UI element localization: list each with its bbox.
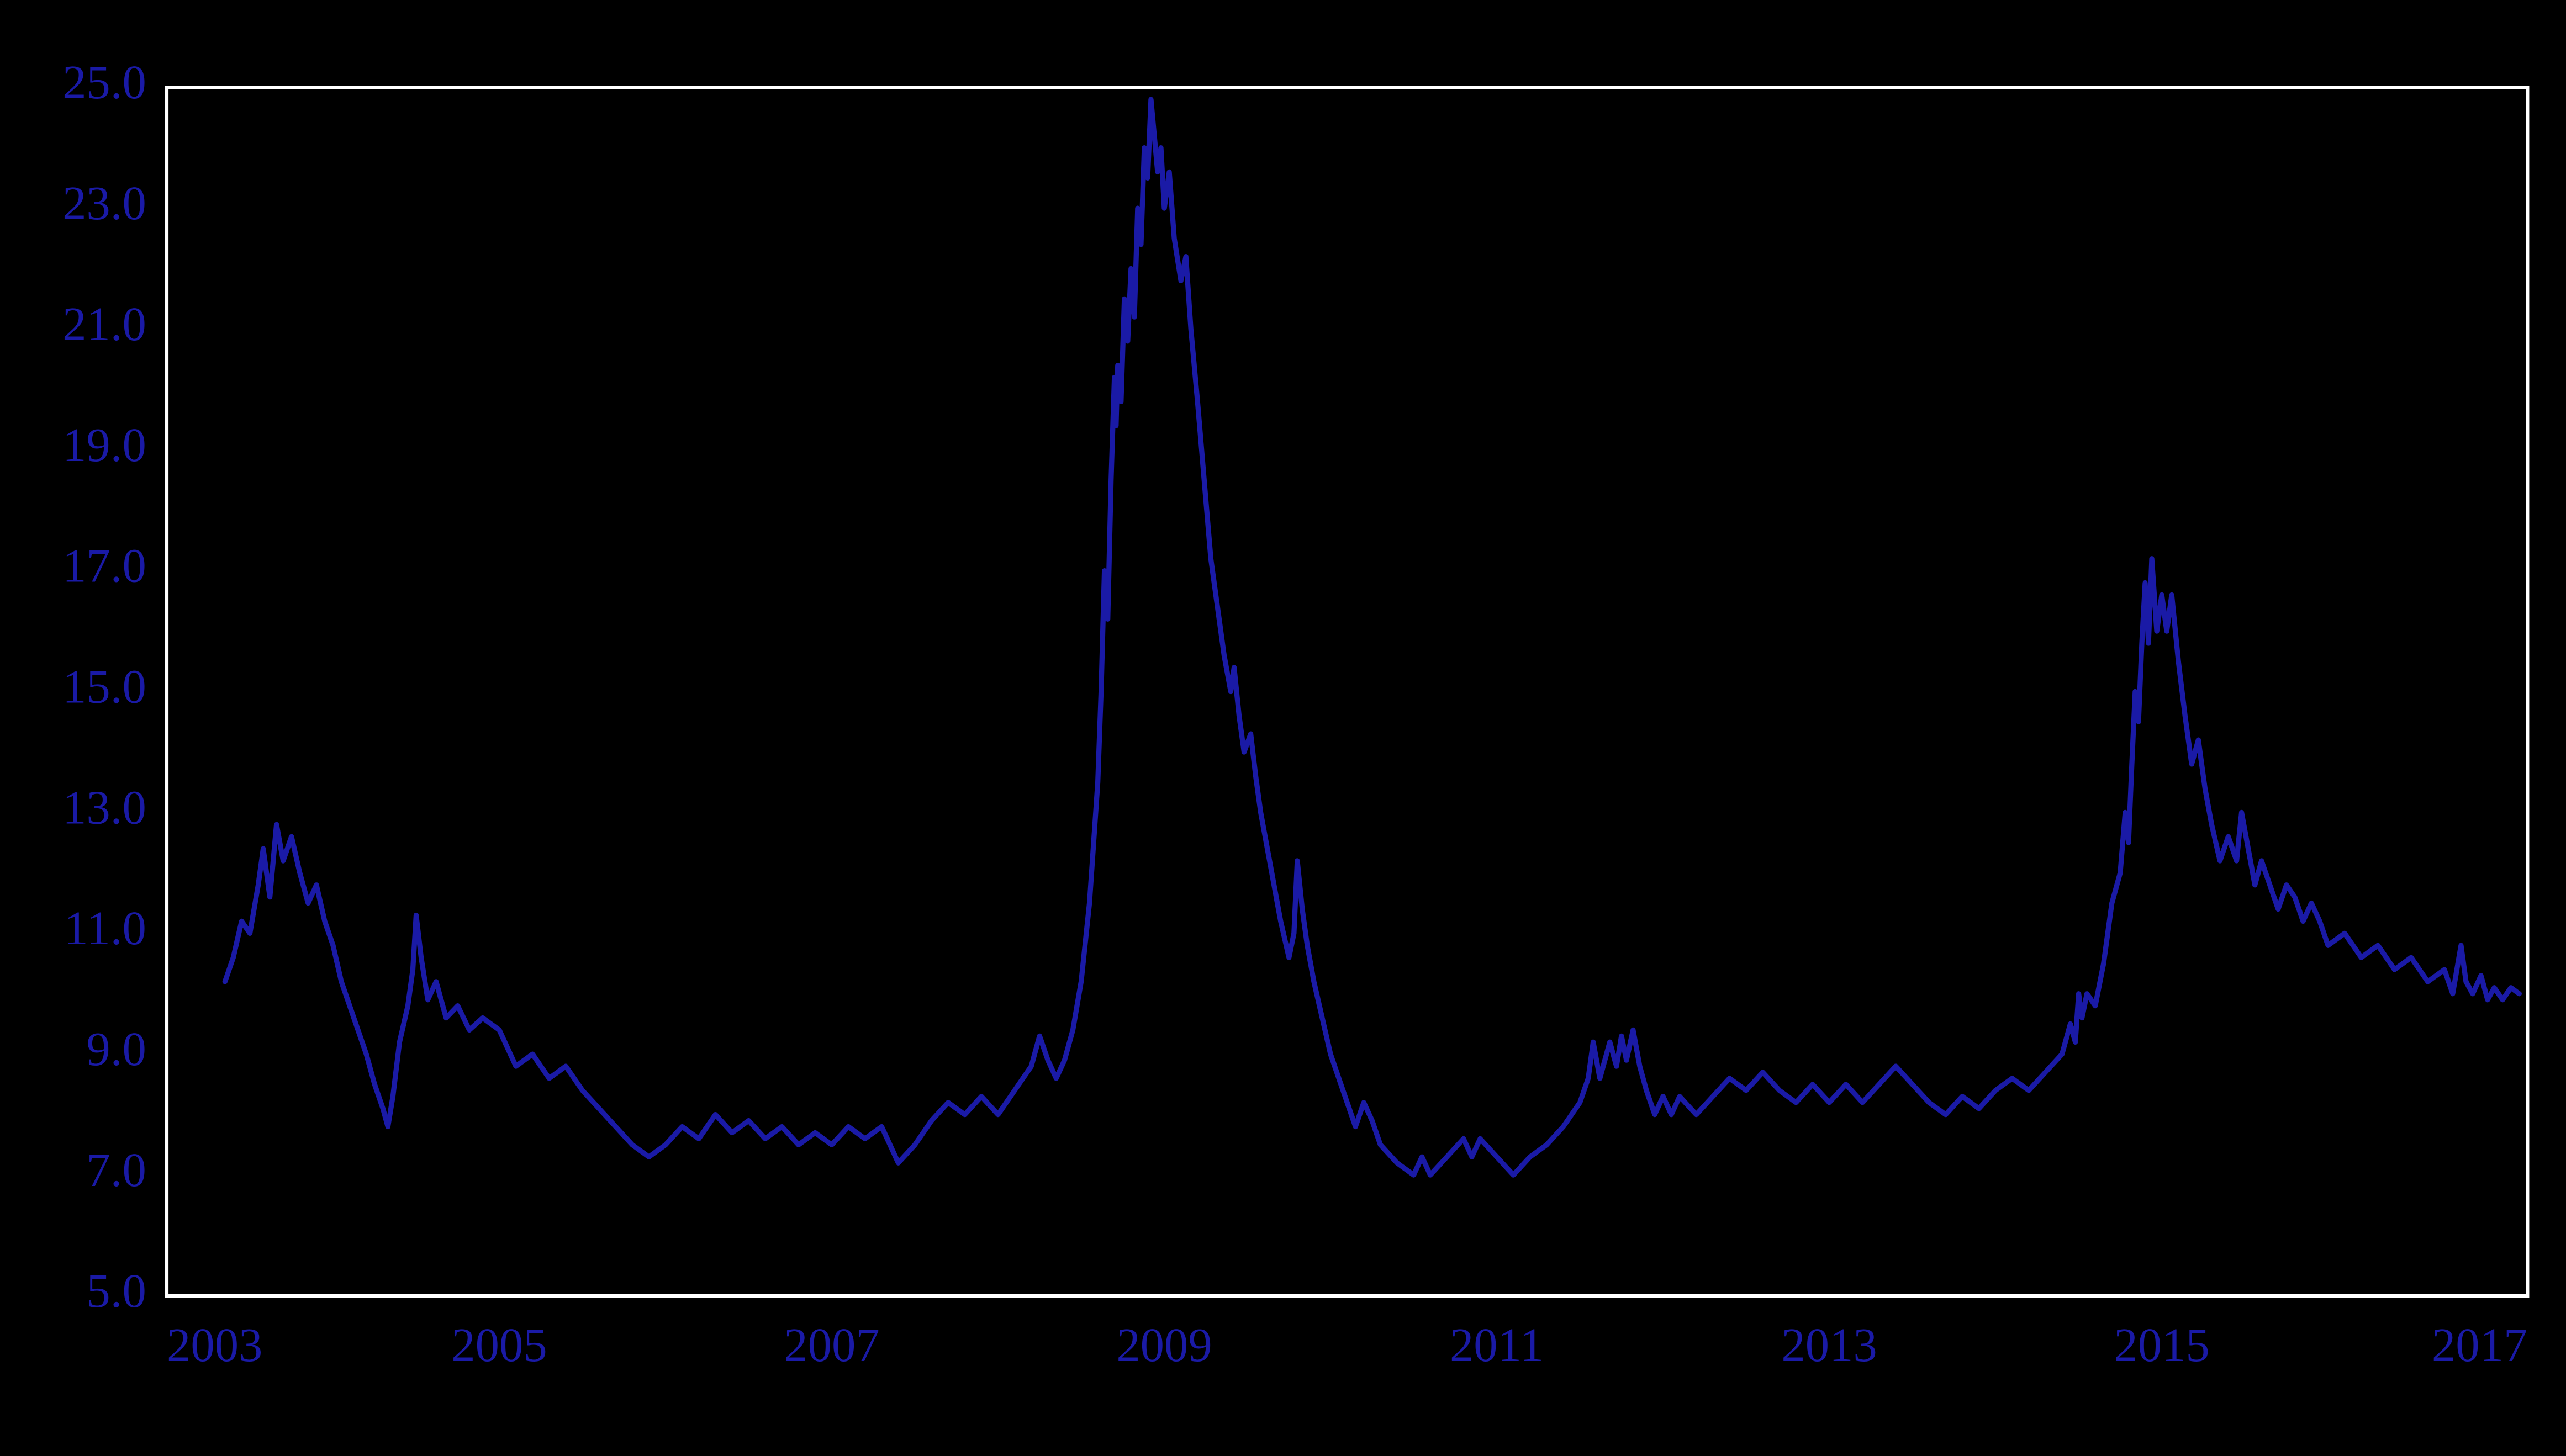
- x-tick-label: 2005: [451, 1319, 547, 1372]
- y-tick-label: 13.0: [62, 781, 146, 834]
- y-tick-label: 19.0: [62, 419, 146, 472]
- y-tick-label: 23.0: [62, 177, 146, 230]
- y-tick-label: 11.0: [64, 902, 146, 955]
- y-tick-label: 15.0: [62, 660, 146, 713]
- x-tick-label: 2017: [2432, 1319, 2527, 1372]
- line-chart: 5.0 7.0 9.0 11.0 13.0 15.0 17.0 19.0 21.0 23.0 25.…: [0, 0, 2566, 1456]
- y-tick-label: 21.0: [62, 298, 146, 351]
- x-tick-label: 2003: [167, 1319, 262, 1372]
- chart-background: [0, 0, 2566, 1456]
- y-tick-label: 5.0: [86, 1264, 146, 1317]
- x-tick-label: 2007: [784, 1319, 879, 1372]
- x-tick-label: 2013: [1781, 1319, 1877, 1372]
- x-tick-label: 2009: [1116, 1319, 1212, 1372]
- chart-container: 5.0 7.0 9.0 11.0 13.0 15.0 17.0 19.0 21.0 23.0 25.…: [0, 0, 2566, 1456]
- x-tick-label: 2011: [1450, 1319, 1544, 1372]
- y-tick-label: 9.0: [86, 1023, 146, 1076]
- y-tick-label: 25.0: [62, 56, 146, 109]
- y-tick-label: 17.0: [62, 539, 146, 592]
- x-tick-label: 2015: [2114, 1319, 2209, 1372]
- y-tick-label: 7.0: [86, 1143, 146, 1196]
